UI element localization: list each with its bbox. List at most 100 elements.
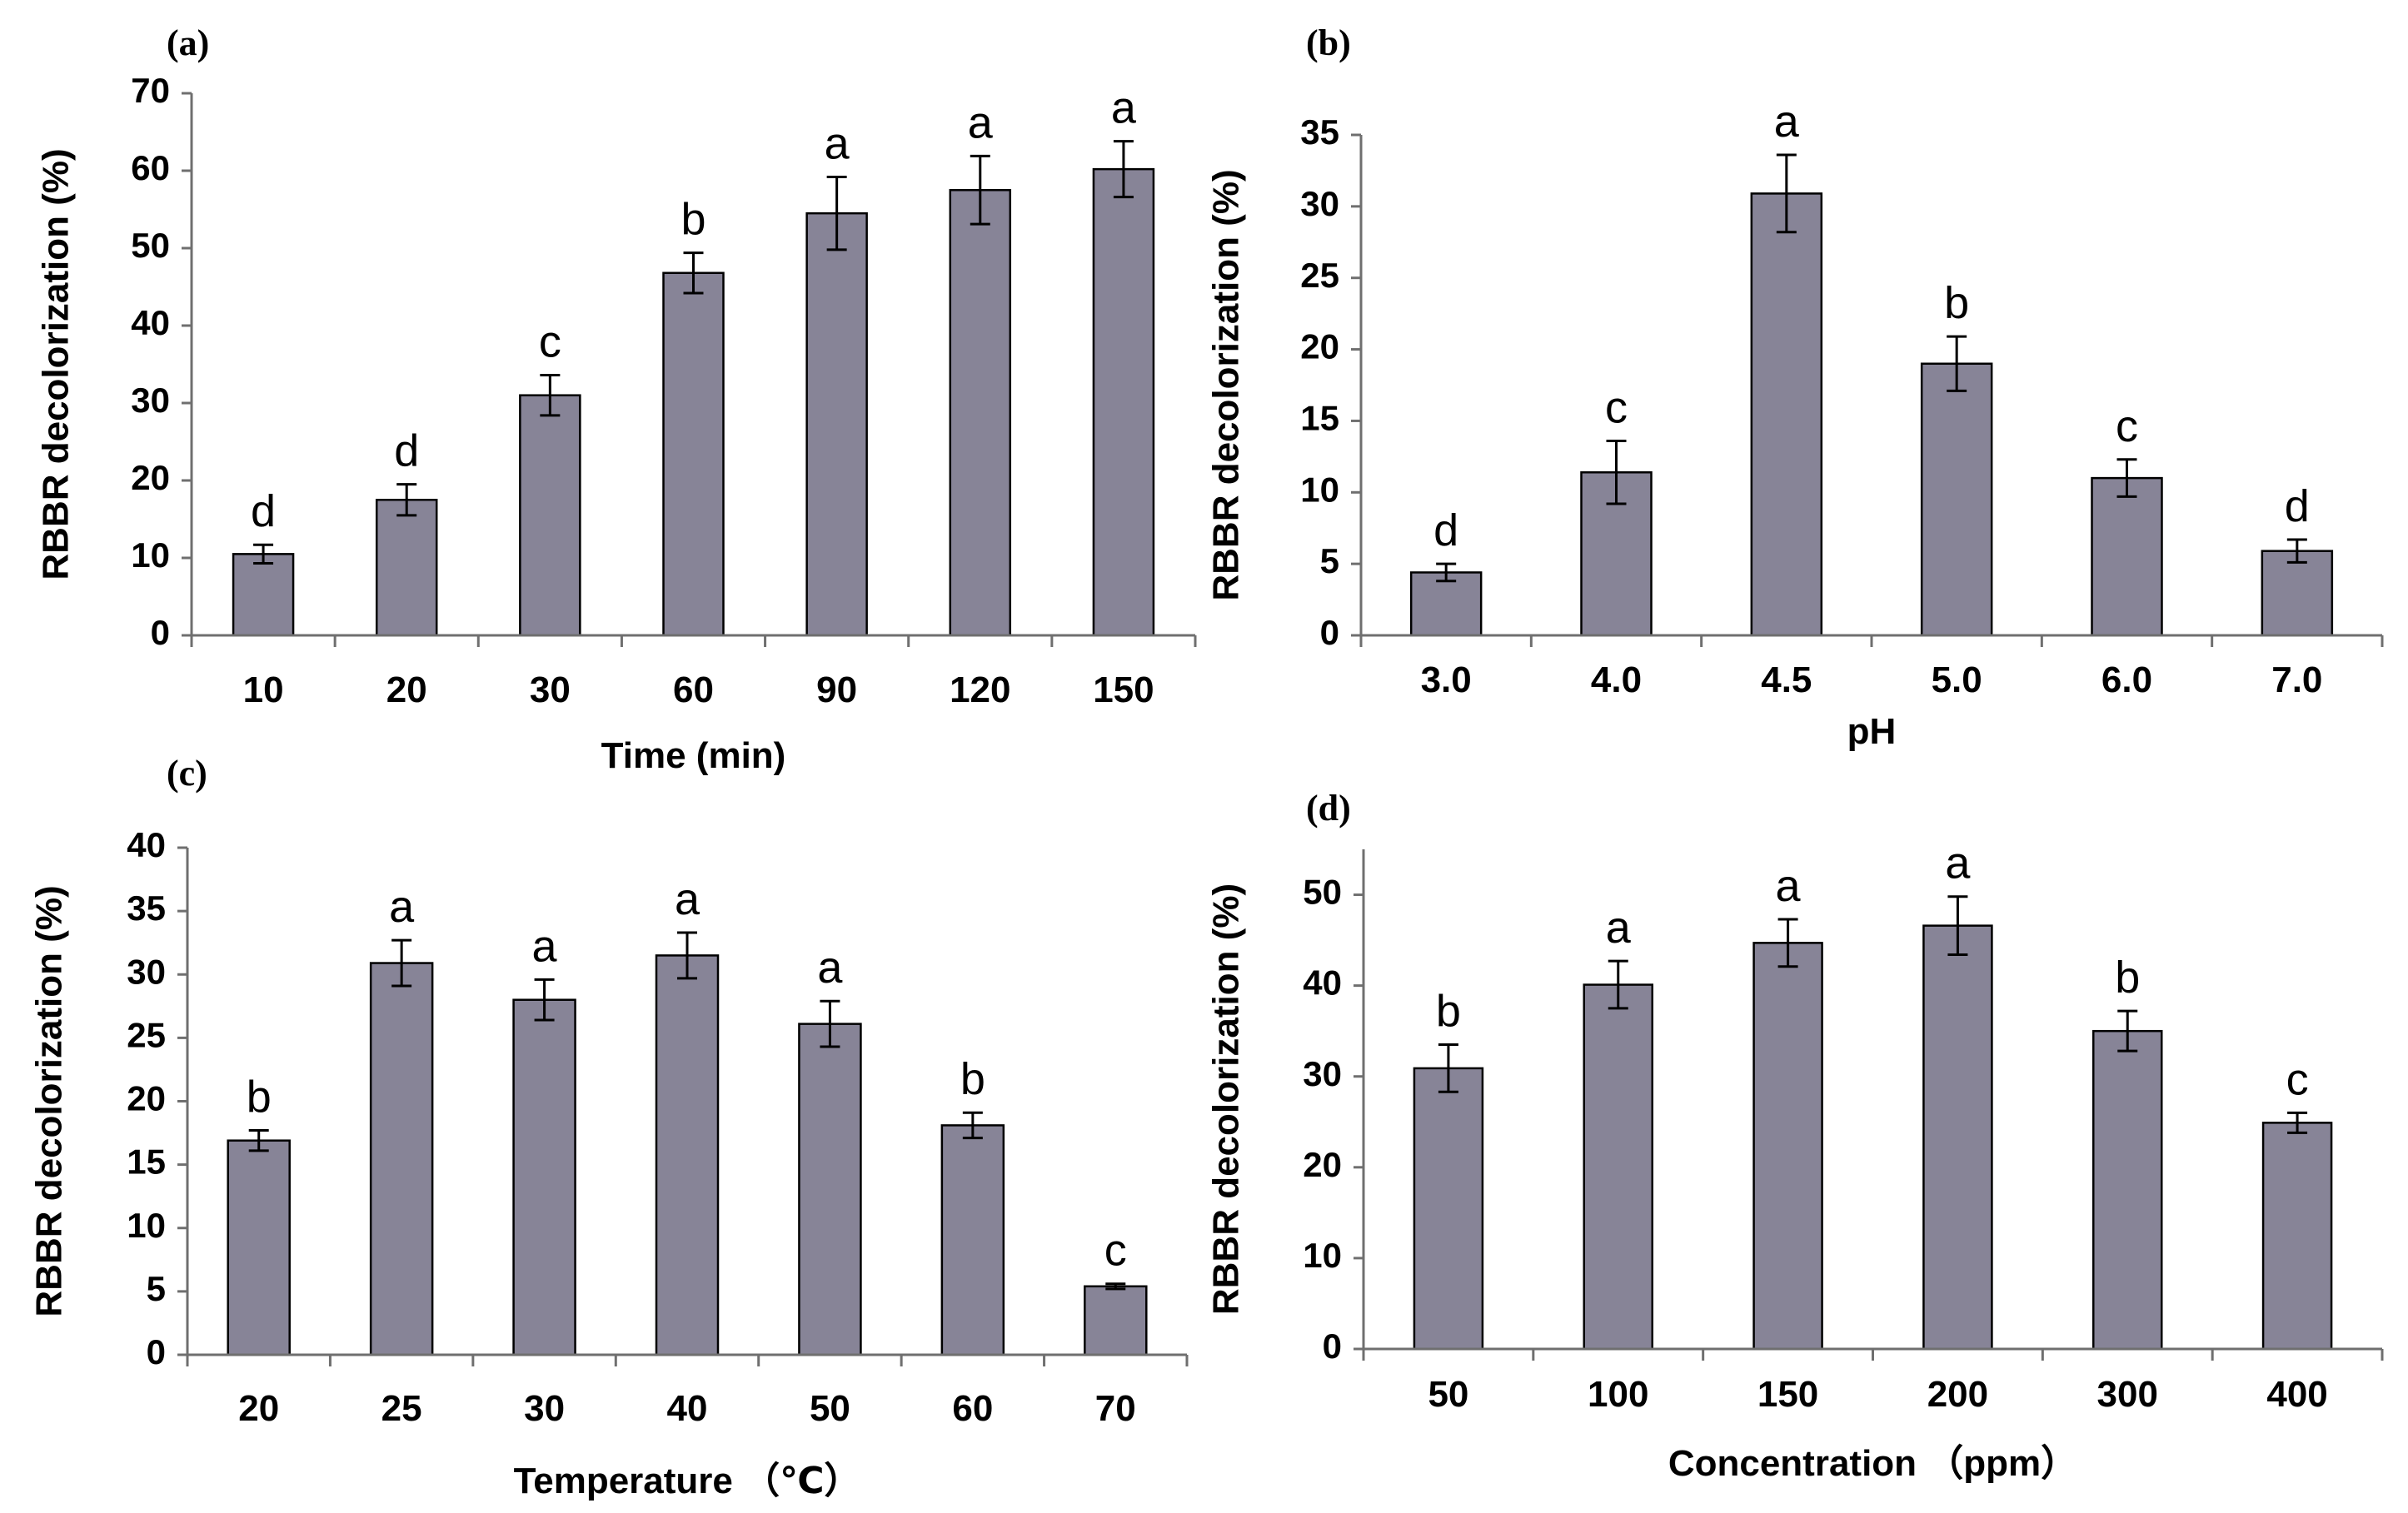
y-tick-label-b-5: 5 <box>1320 541 1339 580</box>
x-tick-label-a-20: 20 <box>386 669 427 710</box>
y-tick-label-b-20: 20 <box>1300 327 1339 366</box>
bar-d-150 <box>1752 942 1823 1351</box>
x-tick-label-a-30: 30 <box>530 669 571 710</box>
significance-letter-b-6.0: c <box>2116 401 2138 451</box>
significance-letter-b-7.0: d <box>2285 481 2310 531</box>
y-tick-label-c-10: 10 <box>127 1206 166 1245</box>
y-tick-label-a-10: 10 <box>131 535 170 575</box>
bar-a-10 <box>232 553 295 637</box>
significance-letter-d-200: a <box>1945 839 1971 888</box>
x-tick-label-d-400: 400 <box>2266 1374 2327 1415</box>
error-bar-b-6.0 <box>2116 458 2137 498</box>
bar-d-200 <box>1922 924 1993 1351</box>
panel-label-b: (b) <box>1306 22 1351 63</box>
x-tick-label-c-60: 60 <box>952 1388 993 1429</box>
significance-letter-a-120: a <box>968 97 994 147</box>
bar-c-25 <box>369 962 434 1356</box>
x-tick-label-c-30: 30 <box>524 1388 565 1429</box>
error-bar-b-4.5 <box>1776 153 1797 234</box>
x-tick-label-b-5.0: 5.0 <box>1932 659 1982 700</box>
significance-letter-b-5.0: b <box>1944 278 1969 328</box>
y-axis-title-d: RBBR decolorization (%) <box>1206 883 1247 1315</box>
y-tick-label-a-0: 0 <box>151 613 170 652</box>
significance-letter-a-20: d <box>394 426 419 476</box>
bar-b-5.0 <box>1920 362 1993 637</box>
significance-letter-b-4.0: c <box>1605 382 1628 432</box>
y-tick-label-a-30: 30 <box>131 381 170 420</box>
significance-letter-a-150: a <box>1111 83 1137 133</box>
error-bar-d-300 <box>2117 1009 2138 1053</box>
x-axis-title-a: Time (min) <box>601 735 786 776</box>
bar-a-120 <box>949 189 1012 637</box>
error-bar-b-7.0 <box>2286 538 2307 564</box>
y-tick-label-a-20: 20 <box>131 458 170 497</box>
x-tick-label-c-25: 25 <box>381 1388 422 1429</box>
chart-panel-a: (a) d 10 d 20 c 30 b 60 a 90 a 120 a 150 0 10 20 30 40 50 60 7… <box>36 22 1197 776</box>
significance-letter-c-60: b <box>960 1054 985 1104</box>
y-tick-label-d-30: 30 <box>1303 1054 1342 1093</box>
y-tick-label-b-15: 15 <box>1300 399 1339 438</box>
x-tick-label-d-300: 300 <box>2097 1374 2158 1415</box>
y-tick-label-c-30: 30 <box>127 952 166 991</box>
panel-label-a: (a) <box>167 22 209 63</box>
bar-c-60 <box>940 1124 1005 1356</box>
bar-c-50 <box>798 1023 862 1356</box>
x-tick-label-d-50: 50 <box>1428 1374 1468 1415</box>
y-tick-label-d-20: 20 <box>1303 1145 1342 1184</box>
panel-label-d: (d) <box>1306 788 1351 829</box>
significance-letter-c-70: c <box>1104 1226 1127 1276</box>
y-tick-label-b-25: 25 <box>1300 256 1339 295</box>
y-tick-label-c-0: 0 <box>147 1332 166 1371</box>
error-bar-a-30 <box>540 374 561 417</box>
error-bar-c-40 <box>677 931 697 980</box>
y-tick-label-d-50: 50 <box>1303 873 1342 912</box>
y-tick-label-c-20: 20 <box>127 1079 166 1118</box>
significance-letter-d-300: b <box>2115 953 2140 1003</box>
bar-a-60 <box>662 271 725 637</box>
error-bar-d-50 <box>1438 1043 1458 1093</box>
x-tick-label-c-20: 20 <box>238 1388 279 1429</box>
y-tick-label-d-10: 10 <box>1303 1236 1342 1275</box>
y-tick-label-c-40: 40 <box>127 825 166 864</box>
bar-d-400 <box>2261 1122 2333 1351</box>
x-tick-label-a-120: 120 <box>950 669 1010 710</box>
error-bar-a-20 <box>396 483 417 517</box>
x-tick-label-b-4.5: 4.5 <box>1761 659 1812 700</box>
error-bar-a-150 <box>1113 140 1134 199</box>
y-tick-label-a-40: 40 <box>131 303 170 342</box>
error-bar-a-120 <box>970 154 990 226</box>
error-bar-d-100 <box>1608 959 1628 1010</box>
bar-a-20 <box>375 499 438 637</box>
significance-letter-a-10: d <box>251 486 276 536</box>
y-axis-title-b: RBBR decolorization (%) <box>1206 169 1247 600</box>
x-tick-label-d-100: 100 <box>1588 1374 1648 1415</box>
y-tick-label-b-0: 0 <box>1320 613 1339 652</box>
x-tick-label-a-150: 150 <box>1093 669 1154 710</box>
significance-letter-b-4.5: a <box>1774 97 1800 147</box>
significance-letter-d-100: a <box>1606 903 1632 953</box>
error-bar-c-60 <box>962 1111 983 1140</box>
y-tick-label-b-35: 35 <box>1300 112 1339 152</box>
bar-c-40 <box>655 954 720 1356</box>
x-tick-label-c-50: 50 <box>810 1388 850 1429</box>
error-bar-c-25 <box>391 938 412 988</box>
significance-letter-c-25: a <box>389 882 415 932</box>
error-bar-d-400 <box>2287 1111 2308 1134</box>
y-axis-title-c: RBBR decolorization (%) <box>29 885 70 1316</box>
x-axis-title-b: pH <box>1847 711 1897 752</box>
bar-b-6.0 <box>2091 476 2163 637</box>
bar-c-70 <box>1084 1285 1148 1356</box>
bar-a-150 <box>1092 167 1155 637</box>
x-tick-label-d-150: 150 <box>1757 1374 1818 1415</box>
error-bar-b-5.0 <box>1947 335 1967 392</box>
significance-letter-a-90: a <box>825 118 850 168</box>
chart-panel-c: (c) b 20 a 25 a 30 a 40 a 50 b 60 c 70 0 5 10 15 20 25 30 35 40… <box>29 753 1189 1501</box>
x-tick-label-b-3.0: 3.0 <box>1421 659 1472 700</box>
error-bar-b-3.0 <box>1436 562 1457 583</box>
error-bar-a-10 <box>253 543 274 565</box>
bar-d-300 <box>2092 1029 2163 1351</box>
bar-b-4.5 <box>1750 192 1823 637</box>
x-tick-label-b-4.0: 4.0 <box>1591 659 1642 700</box>
x-tick-label-a-10: 10 <box>243 669 284 710</box>
